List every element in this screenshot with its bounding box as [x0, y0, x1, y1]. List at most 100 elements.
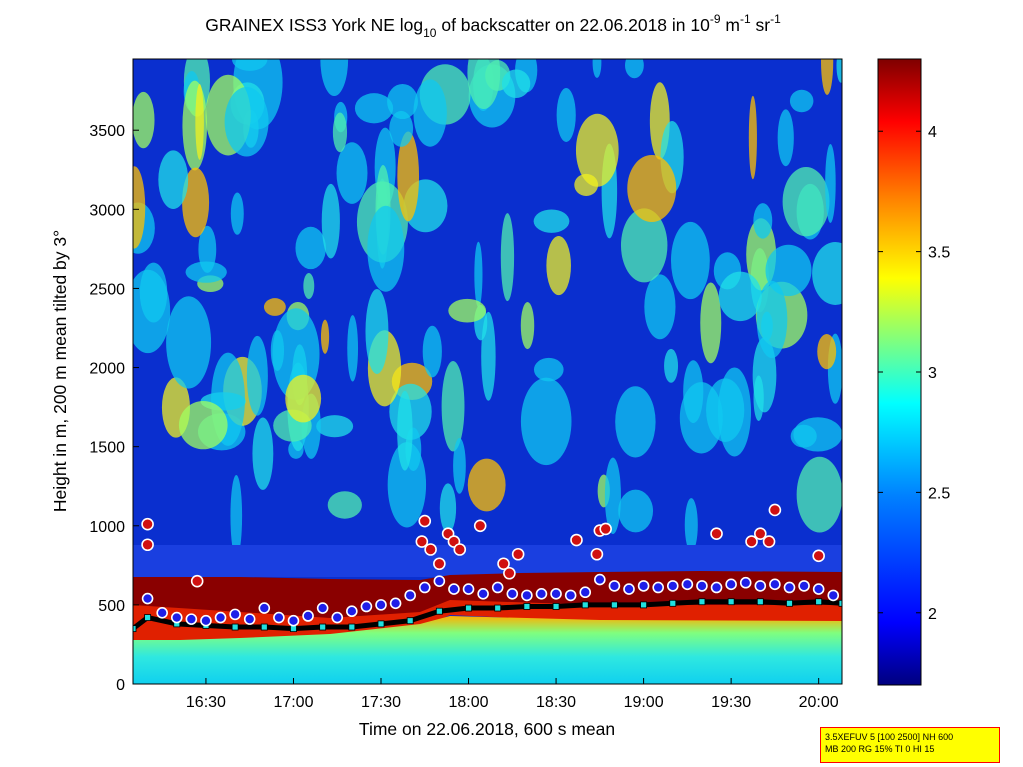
y-axis-label: Height in m, 200 m mean tilted by 3° — [50, 230, 70, 512]
backscatter-blob — [625, 59, 644, 79]
layer-top-point — [594, 573, 606, 586]
elevated-layer-point — [424, 543, 437, 556]
y-tick-label: 2000 — [89, 361, 125, 378]
backscatter-blob — [439, 483, 457, 533]
elevated-layer-point — [141, 517, 154, 531]
x-axis-label: Time on 22.06.2018, 600 s mean — [359, 719, 615, 739]
backscatter-blob — [620, 208, 668, 283]
backscatter-blob — [230, 475, 243, 558]
backscatter-blob — [575, 113, 619, 187]
backscatter-blob — [604, 457, 621, 534]
layer-top-point — [141, 592, 154, 605]
cloud-base-point — [611, 601, 618, 609]
backscatter-blob — [158, 150, 189, 209]
y-tick-label: 2500 — [89, 281, 125, 298]
layer-top-point — [564, 589, 577, 602]
cloud-base-point — [698, 598, 706, 606]
y-axis: 0 500 1000 1500 2000 2500 3000 3500 — [89, 123, 139, 694]
elevated-layer-point — [497, 557, 510, 571]
x-tick-label: 19:00 — [624, 694, 664, 711]
backscatter-blob — [327, 491, 362, 519]
elevated-layer-point — [141, 538, 154, 552]
colorbar-tick-label: 3 — [928, 365, 937, 382]
backscatter-blob — [756, 280, 788, 359]
cloud-base-point — [377, 620, 385, 628]
backscatter-blob — [303, 272, 315, 299]
layer-top-point — [652, 581, 664, 594]
backscatter-blob — [753, 203, 773, 239]
backscatter-blob — [501, 69, 531, 98]
backscatter-blob — [387, 442, 427, 528]
layer-top-point — [156, 606, 168, 619]
backscatter-blob — [246, 335, 268, 416]
backscatter-blob — [793, 417, 842, 452]
backscatter-blob — [592, 59, 602, 78]
colorbar-tick-label: 2 — [928, 606, 937, 623]
layer-top-point — [185, 613, 198, 625]
cloud-base-point — [786, 599, 793, 607]
plot-area — [133, 59, 842, 684]
backscatter-blob — [533, 209, 570, 233]
layer-top-point — [769, 578, 781, 591]
layer-top-point — [360, 600, 373, 613]
backscatter-blob — [627, 155, 677, 222]
y-tick-label: 3500 — [89, 123, 125, 140]
backscatter-blob — [316, 415, 354, 438]
elevated-layer-point — [745, 535, 758, 548]
backscatter-blob — [474, 241, 483, 308]
backscatter-blob — [139, 262, 168, 323]
layer-top-point — [550, 588, 562, 600]
backscatter-blob — [252, 417, 274, 490]
layer-top-point — [287, 614, 300, 627]
backscatter-blob — [195, 83, 204, 160]
y-tick-label: 1000 — [89, 519, 125, 536]
backscatter-blob — [821, 59, 834, 95]
backscatter-blob — [684, 498, 698, 552]
cloud-base-point — [523, 603, 531, 610]
layer-top-point — [346, 605, 358, 618]
y-tick-label: 1500 — [89, 440, 125, 457]
backscatter-blob — [644, 274, 676, 340]
backscatter-blob — [700, 282, 722, 364]
layer-top-point — [477, 588, 489, 600]
info-line-2: MB 200 RG 15% TI 0 HI 15 — [825, 744, 935, 754]
layer-top-point — [521, 589, 533, 602]
backscatter-blob — [618, 489, 654, 533]
layer-top-point — [462, 583, 475, 595]
colorbar-tick-label: 3.5 — [928, 245, 950, 262]
y-tick-label: 0 — [116, 677, 125, 694]
elevated-layer-point — [453, 543, 467, 556]
elevated-layer-point — [570, 533, 583, 547]
elevated-layer-point — [473, 519, 487, 533]
backscatter-blob — [812, 241, 842, 305]
layer-top-point — [170, 611, 183, 624]
x-tick-label: 18:00 — [449, 694, 489, 711]
elevated-layer-point — [511, 547, 525, 561]
backscatter-blob — [133, 91, 155, 149]
layer-top-point — [637, 580, 650, 592]
cloud-base-point — [133, 625, 137, 633]
elevated-layer-point — [415, 535, 429, 548]
x-tick-label: 17:30 — [361, 694, 401, 711]
backscatter-blob — [679, 382, 723, 454]
cloud-base-point — [552, 603, 560, 610]
cloud-base-point — [640, 601, 647, 609]
backscatter-blob — [285, 374, 322, 423]
cloud-base-point — [669, 599, 677, 607]
layer-top-point — [316, 602, 329, 614]
elevated-layer-point — [418, 514, 432, 528]
backscatter-blob — [615, 386, 656, 458]
backscatter-blob — [670, 221, 710, 300]
backscatter-blob — [520, 377, 572, 466]
layer-top-point — [608, 580, 621, 592]
cloud-base-point — [319, 623, 327, 631]
backscatter-blob — [782, 167, 830, 237]
cloud-base-point — [815, 598, 823, 606]
cloud-base-point — [435, 607, 443, 615]
elevated-layer-point — [590, 547, 604, 561]
surface-layer — [133, 616, 842, 684]
x-tick-label: 17:00 — [273, 694, 313, 711]
elevated-layer-point — [190, 574, 204, 588]
backscatter-blob — [467, 458, 506, 512]
cloud-base-point — [406, 617, 414, 625]
